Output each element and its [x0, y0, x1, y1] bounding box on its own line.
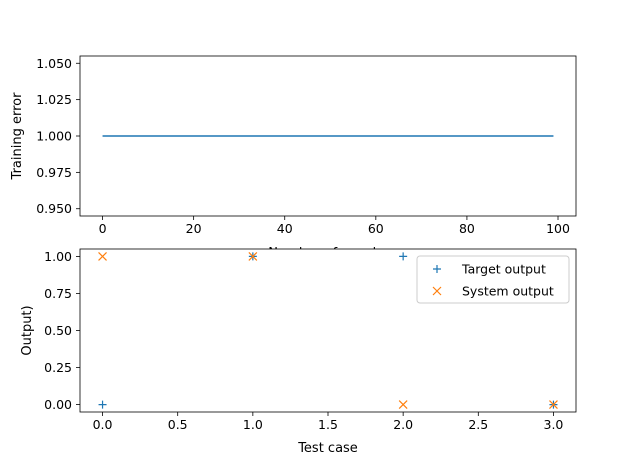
legend-box	[416, 255, 570, 304]
target-output-point	[399, 252, 408, 261]
x-tick-label: 2.5	[468, 417, 488, 432]
training-error-chart: 0204060801000.9500.9751.0001.0251.050Num…	[10, 55, 577, 261]
y-axis-label: Training error	[10, 92, 25, 181]
x-tick-label: 1.0	[243, 417, 263, 432]
x-tick-label: 1.5	[318, 417, 338, 432]
y-tick-label: 0.25	[44, 360, 72, 375]
y-tick-label: 0.950	[36, 201, 72, 216]
y-tick-label: 0.75	[44, 286, 72, 301]
legend: Target output System output	[416, 255, 570, 304]
x-axis-label: Test case	[297, 441, 358, 456]
x-tick-label: 3.0	[544, 417, 564, 432]
y-tick-label: 1.050	[36, 56, 72, 71]
y-axis-label: Output)	[20, 305, 35, 355]
legend-label: System output	[462, 284, 554, 299]
system-output-point	[549, 400, 558, 410]
x-tick-label: 0.5	[168, 417, 188, 432]
x-tick-label: 40	[277, 221, 293, 236]
x-tick-label: 2.0	[393, 417, 413, 432]
legend-label: Target output	[461, 262, 546, 277]
legend-x-icon	[432, 286, 442, 296]
x-tick-label: 0.0	[93, 417, 113, 432]
x-tick-label: 20	[186, 221, 202, 236]
y-tick-label: 1.025	[36, 92, 72, 107]
output-chart: 0.0 0.5 1.0 1.5 2.0 2.5 3.0 0.00 0.25 0.50 0.75 1.0…	[20, 248, 577, 456]
target-output-point	[98, 400, 107, 409]
x-tick-label: 80	[459, 221, 475, 236]
y-tick-label: 0.50	[44, 323, 72, 338]
system-output-point	[98, 251, 107, 261]
y-tick-label: 1.000	[36, 129, 72, 144]
x-tick-label: 100	[546, 221, 570, 236]
system-output-point	[398, 400, 408, 410]
x-tick-label: 0	[99, 221, 107, 236]
legend-plus-icon	[433, 265, 441, 273]
x-tick-label: 60	[368, 221, 384, 236]
y-tick-label: 1.00	[44, 249, 72, 264]
system-output-point	[248, 251, 258, 261]
y-tick-label: 0.00	[44, 397, 72, 412]
y-tick-label: 0.975	[36, 165, 72, 180]
